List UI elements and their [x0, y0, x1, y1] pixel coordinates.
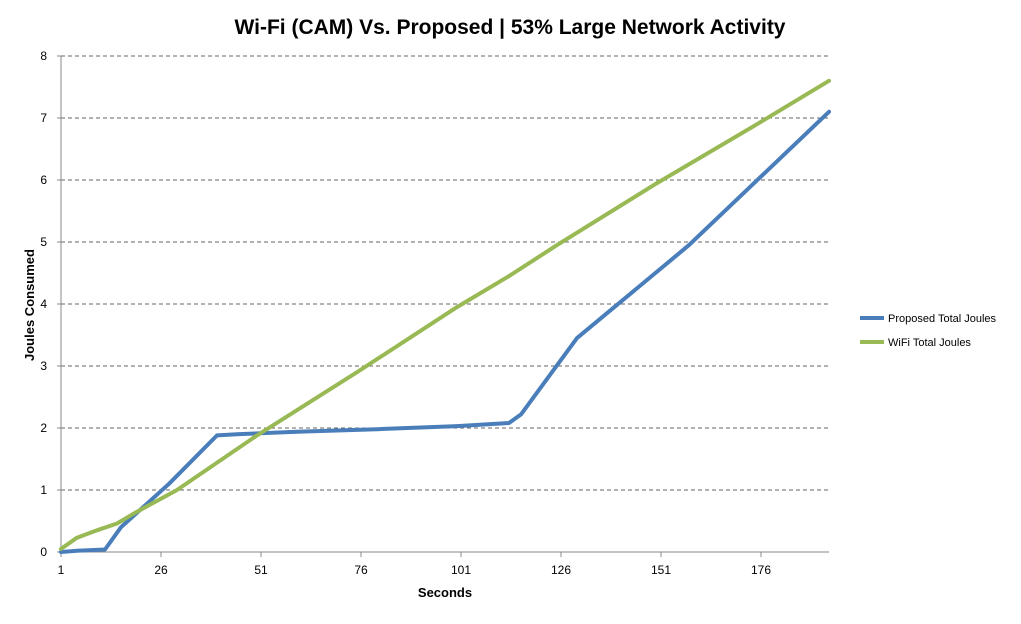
- series-lines: [59, 78, 831, 554]
- series-line-proposed: [59, 109, 831, 554]
- x-tick-label: 126: [551, 563, 571, 577]
- series-line-wifi: [59, 78, 831, 551]
- x-tick-label: 176: [751, 563, 771, 577]
- y-tick-label: 7: [40, 111, 47, 125]
- y-tick-label: 5: [40, 235, 47, 249]
- legend: Proposed Total Joules WiFi Total Joules: [860, 313, 997, 349]
- x-tick-label: 76: [354, 563, 368, 577]
- x-tick-label: 1: [58, 563, 65, 577]
- x-tick-label: 51: [254, 563, 268, 577]
- y-tick-labels: 0 1 2 3 4 5 6 7 8: [40, 49, 47, 559]
- y-tick-label: 1: [40, 483, 47, 497]
- x-tick-label: 101: [451, 563, 471, 577]
- legend-label: WiFi Total Joules: [888, 337, 971, 349]
- y-tick-label: 3: [40, 359, 47, 373]
- x-tick-labels: 1 26 51 76 101 126 151 176: [58, 563, 772, 577]
- x-tick-label: 151: [651, 563, 671, 577]
- legend-label: Proposed Total Joules: [888, 313, 997, 325]
- y-tick-label: 0: [40, 545, 47, 559]
- y-axis-title: Joules Consumed: [22, 249, 37, 361]
- axes: [57, 55, 829, 557]
- y-tick-label: 8: [40, 49, 47, 63]
- y-tick-label: 4: [40, 297, 47, 311]
- chart-title: Wi-Fi (CAM) Vs. Proposed | 53% Large Net…: [234, 16, 785, 39]
- x-tick-label: 26: [154, 563, 168, 577]
- x-axis-title: Seconds: [418, 585, 472, 600]
- y-tick-label: 6: [40, 173, 47, 187]
- y-tick-label: 2: [40, 421, 47, 435]
- grid-lines: [61, 55, 829, 491]
